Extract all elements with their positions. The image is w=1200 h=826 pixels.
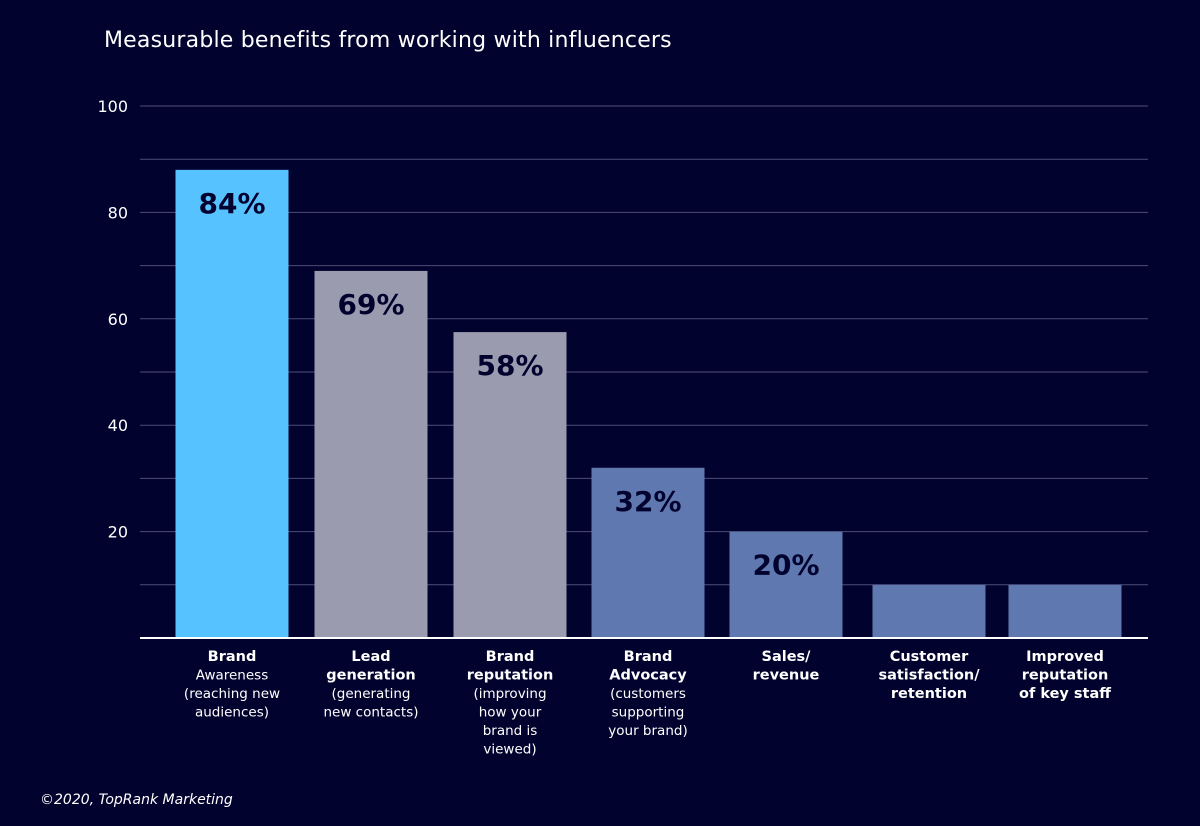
y-tick-label: 60 xyxy=(108,310,128,329)
bar xyxy=(175,169,289,638)
bar xyxy=(314,270,428,638)
bars: 84% 69% 58% 32% 20% xyxy=(175,169,1122,638)
x-tick-label: Customer satisfaction/retention xyxy=(878,649,980,702)
x-tick-label: Sales/revenue xyxy=(753,649,820,684)
x-tick-label: Improved reputation of key staff xyxy=(1019,649,1111,702)
x-tick-label: Lead generation (generating new contacts) xyxy=(323,649,418,721)
y-axis-ticks: 20 40 60 80 100 xyxy=(97,97,128,542)
y-tick-label: 80 xyxy=(108,203,128,222)
x-tick-label: Brand Advocacy (customers supporting your br… xyxy=(608,649,687,739)
footer-credit: ©2020, TopRank Marketing xyxy=(40,792,233,808)
y-tick-label: 40 xyxy=(108,416,128,435)
x-tick-label: Brand Awareness (reaching new audiences) xyxy=(184,649,280,721)
bar xyxy=(591,467,705,638)
data-label: 69% xyxy=(337,288,404,321)
data-label: 32% xyxy=(614,485,681,518)
chart-title: Measurable benefits from working with in… xyxy=(104,28,672,53)
data-label: 20% xyxy=(752,549,819,582)
data-label: 58% xyxy=(476,349,543,382)
x-tick-label: Brand reputation (improving how your brand i… xyxy=(467,649,554,758)
data-label: 84% xyxy=(198,187,265,220)
bar xyxy=(872,584,986,638)
bar xyxy=(729,531,843,638)
bar xyxy=(453,332,567,638)
y-tick-label: 100 xyxy=(97,97,128,116)
bar xyxy=(1008,584,1122,638)
x-axis-labels: Brand Awareness (reaching new audiences) Lea… xyxy=(184,649,1111,758)
y-tick-label: 20 xyxy=(108,523,128,542)
